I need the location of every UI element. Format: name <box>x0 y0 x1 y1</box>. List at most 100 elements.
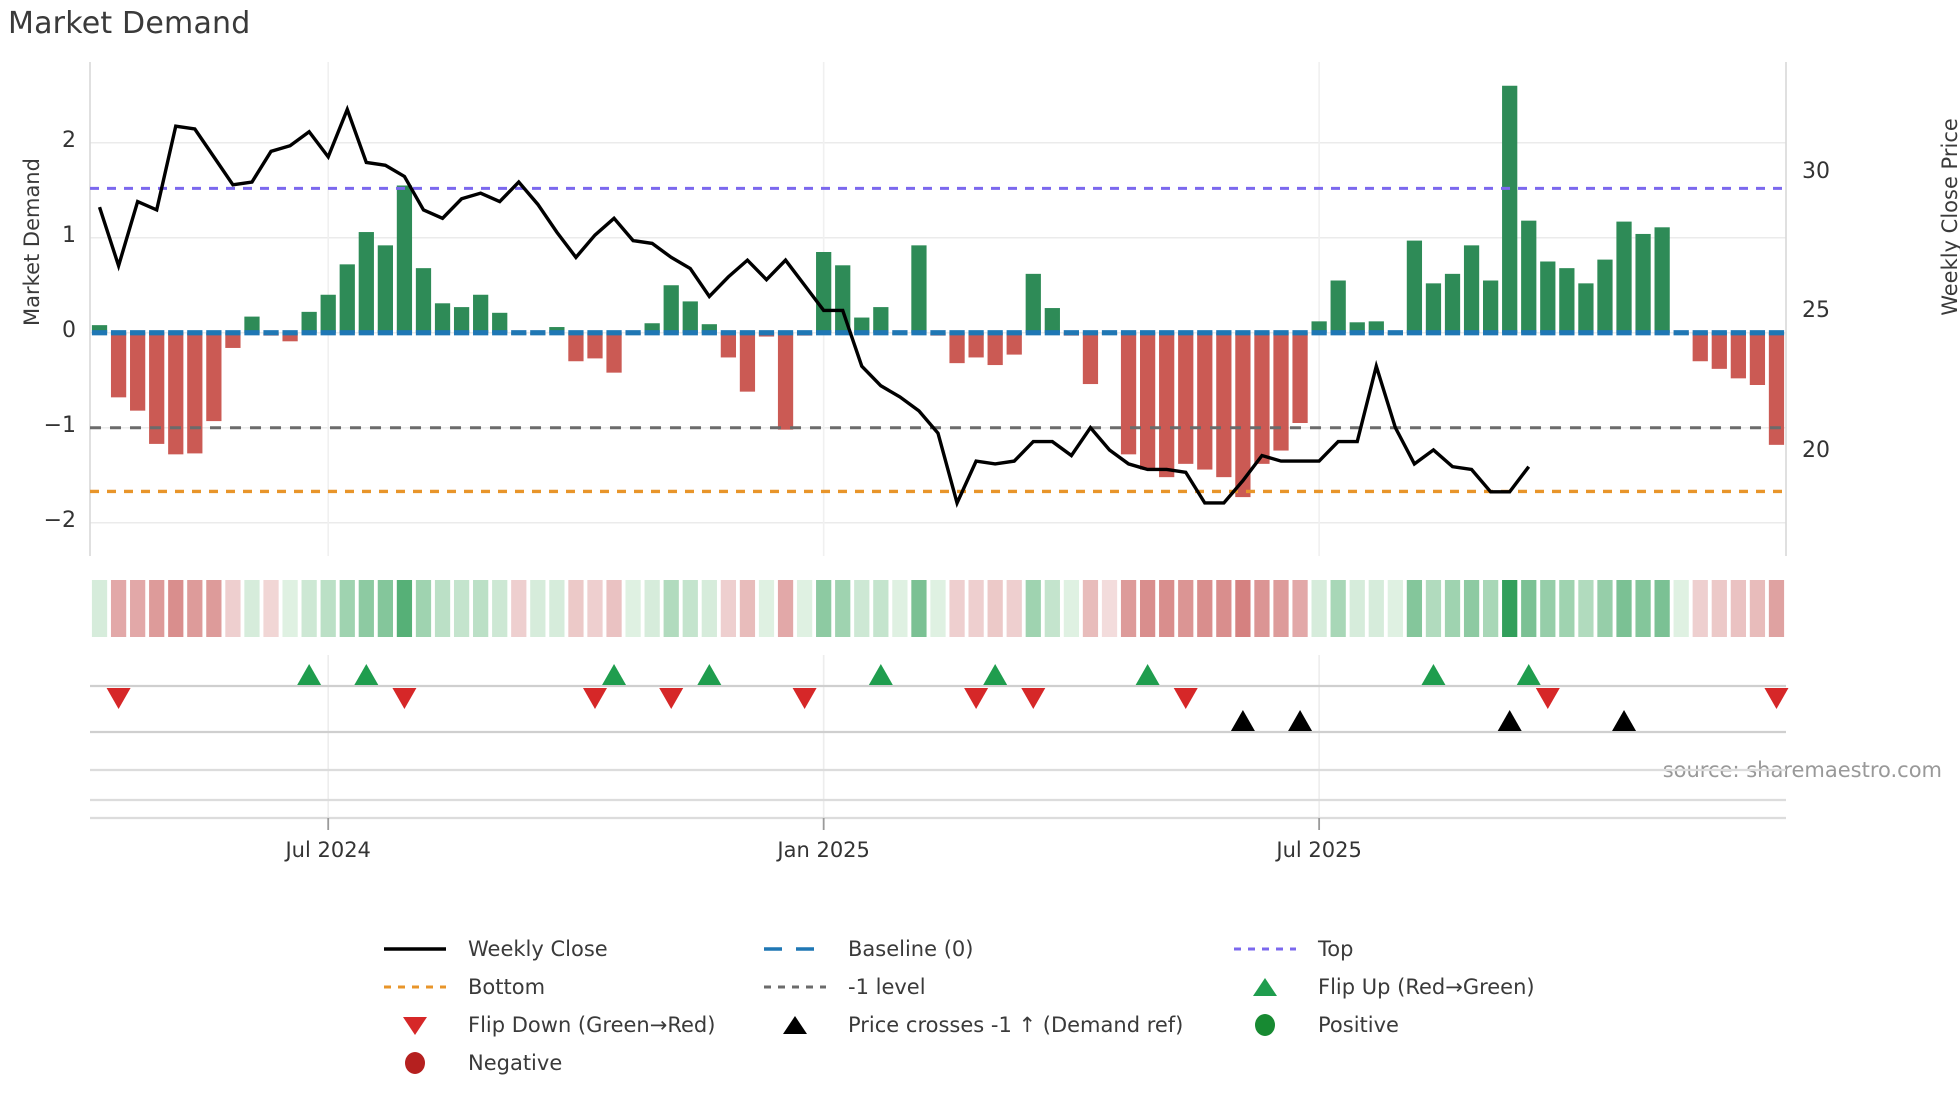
legend-item-flip-down[interactable]: Flip Down (Green→Red) <box>380 1006 760 1044</box>
bar-positive <box>434 303 451 333</box>
bar-positive <box>644 323 660 333</box>
heatmap-cell <box>110 580 127 637</box>
baseline-stub <box>987 330 1003 336</box>
heatmap-cell <box>1216 580 1232 637</box>
bar-positive <box>1502 85 1518 333</box>
baseline-stub <box>1006 330 1022 336</box>
heatmap-cell <box>911 580 927 637</box>
circle-red-icon <box>380 1051 454 1075</box>
heatmap-cell <box>1425 580 1442 637</box>
flip-down-marker <box>659 688 684 709</box>
heatmap-cell <box>91 580 108 637</box>
bar-negative <box>777 332 794 430</box>
baseline-stub <box>415 330 432 336</box>
baseline-stub <box>1635 330 1651 336</box>
heatmap-cell <box>130 580 146 637</box>
baseline-stub <box>1063 330 1080 336</box>
bar-negative <box>1692 332 1708 362</box>
legend-item-positive[interactable]: Positive <box>1230 1006 1399 1044</box>
bar-negative <box>606 332 622 373</box>
baseline-stub <box>644 330 660 336</box>
baseline-stub <box>130 330 146 336</box>
bar-negative <box>130 332 146 411</box>
legend-item-price-cross[interactable]: Price crosses -1 ↑ (Demand ref) <box>760 1006 1230 1044</box>
legend-item-baseline[interactable]: Baseline (0) <box>760 930 1230 968</box>
heatmap-cell <box>339 580 355 637</box>
bar-positive <box>682 301 698 333</box>
heatmap-cell <box>244 580 260 637</box>
legend-label: Positive <box>1318 1013 1399 1037</box>
bar-negative <box>225 332 241 348</box>
heatmap-cell <box>453 580 470 637</box>
heatmap-cell <box>1082 580 1099 637</box>
flip-up-marker <box>983 664 1008 685</box>
baseline-stub <box>1330 330 1346 336</box>
heatmap-cell <box>777 580 794 637</box>
baseline-stub <box>168 330 184 336</box>
baseline-stub <box>530 330 546 336</box>
baseline-stub <box>854 330 870 336</box>
baseline-stub <box>434 330 451 336</box>
flip-up-marker <box>1516 664 1541 685</box>
baseline-stub <box>1616 330 1632 336</box>
bar-negative <box>1197 332 1213 470</box>
baseline-stub <box>835 330 851 336</box>
triangle-down-red-icon <box>380 1013 454 1037</box>
legend-label: Price crosses -1 ↑ (Demand ref) <box>848 1013 1184 1037</box>
flip-up-marker <box>1421 664 1446 685</box>
bar-positive <box>358 232 374 333</box>
heatmap-cell <box>835 580 851 637</box>
legend-item-negative[interactable]: Negative <box>380 1044 760 1082</box>
legend-item-weekly-close[interactable]: Weekly Close <box>380 930 760 968</box>
bar-negative <box>1730 332 1746 379</box>
bar-negative <box>1273 332 1289 451</box>
baseline-stub <box>187 330 203 336</box>
baseline-stub <box>206 330 222 336</box>
bar-negative <box>206 332 222 422</box>
line-dotted-purple-icon <box>1230 937 1304 961</box>
bar-positive <box>415 268 432 333</box>
bar-positive <box>701 324 717 333</box>
bar-positive <box>1349 322 1365 333</box>
baseline-stub <box>1254 330 1270 336</box>
price-cross-marker <box>1230 710 1255 731</box>
heatmap-cell <box>892 580 908 637</box>
bar-positive <box>911 245 927 333</box>
triangle-up-green-icon <box>1230 975 1304 999</box>
heatmap-cell <box>739 580 756 637</box>
heatmap-cell <box>1197 580 1213 637</box>
baseline-stub <box>968 330 984 336</box>
bar-positive <box>396 185 413 333</box>
legend-item-flip-up[interactable]: Flip Up (Red→Green) <box>1230 968 1535 1006</box>
heatmap-cell <box>663 580 679 637</box>
heatmap-cell <box>796 580 813 637</box>
bar-negative <box>282 332 298 342</box>
heatmap-cell <box>987 580 1003 637</box>
heatmap-cell <box>1311 580 1327 637</box>
heatmap-cell <box>149 580 165 637</box>
bar-negative <box>587 332 603 359</box>
bar-negative <box>720 332 737 358</box>
bar-positive <box>453 307 470 333</box>
legend-item-top[interactable]: Top <box>1230 930 1353 968</box>
heatmap-cell <box>1330 580 1346 637</box>
heatmap-cell <box>587 580 603 637</box>
legend-row: Weekly Close Baseline (0) Top <box>380 930 1780 968</box>
heatmap-cell <box>1749 580 1766 637</box>
bar-negative <box>149 332 165 444</box>
baseline-stub <box>1654 330 1670 336</box>
legend-item-minus-one-level[interactable]: -1 level <box>760 968 1230 1006</box>
heatmap-cell <box>1120 580 1137 637</box>
baseline-stub <box>1178 330 1194 336</box>
heatmap-cell <box>1349 580 1365 637</box>
heatmap-cell <box>568 580 584 637</box>
flip-down-marker <box>964 688 989 709</box>
baseline-stub <box>1292 330 1308 336</box>
bar-negative <box>1178 332 1194 464</box>
bar-positive <box>1406 240 1423 333</box>
legend-label: Flip Down (Green→Red) <box>468 1013 716 1037</box>
circle-green-icon <box>1230 1013 1304 1037</box>
legend-item-bottom[interactable]: Bottom <box>380 968 760 1006</box>
bar-negative <box>1082 332 1099 385</box>
heatmap-cell <box>282 580 298 637</box>
